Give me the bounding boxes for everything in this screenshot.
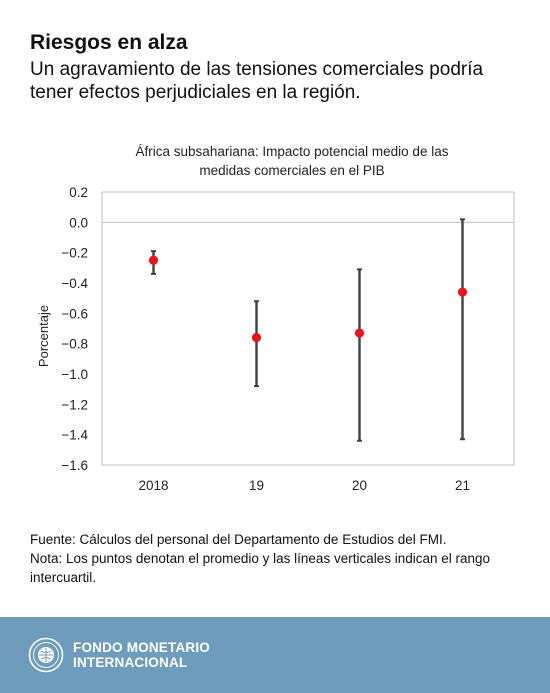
y-tick-label: 0.0 [69,215,88,230]
y-tick-label: 0.2 [69,185,88,200]
source-note: Fuente: Cálculos del personal del Depart… [30,532,447,547]
page-title: Riesgos en alza [30,31,188,54]
x-tick-label: 2018 [138,478,168,493]
mean-point [148,255,159,265]
imf-seal-icon [28,637,64,673]
y-tick-label: −0.4 [61,276,88,291]
x-tick-label: 21 [455,478,470,493]
y-tick-label: −0.6 [61,306,88,321]
y-tick-label: −1.2 [61,397,88,412]
x-tick-label: 19 [249,478,264,493]
y-tick-label: −0.8 [61,337,88,352]
y-tick-label: −1.0 [61,367,88,382]
page-subtitle: Un agravamiento de las tensiones comerci… [30,59,484,103]
y-tick-label: −0.2 [61,246,88,261]
explanatory-note: Nota: Los puntos denotan el promedio y l… [30,551,491,585]
plot-area: 0.2 0.0 −0.2 −0.4 −0.6 −0.8 −1.0 −1.2 −1.4 −1.6 20… [61,185,515,493]
mean-point [354,328,365,338]
y-axis-label: Porcentaje [36,305,51,367]
plot-frame [101,191,515,466]
org-name: FONDO MONETARIO INTERNACIONAL [73,640,210,670]
headline: Riesgos en alza Un agravamiento de las t… [30,30,530,104]
mean-point [251,333,262,343]
chart: África subsahariana: Impacto potencial m… [36,144,515,493]
x-tick-label: 20 [352,478,367,493]
y-tick-label: −1.4 [61,428,88,443]
chart-title-line1: África subsahariana: Impacto potencial m… [136,144,449,159]
y-tick-label: −1.6 [61,458,88,473]
mean-point [457,287,468,297]
footer: FONDO MONETARIO INTERNACIONAL [0,617,550,693]
notes: Fuente: Cálculos del personal del Depart… [30,530,530,587]
chart-title-line2: medidas comerciales en el PIB [199,163,384,178]
org-name-line1: FONDO MONETARIO [73,640,210,655]
org-name-line2: INTERNACIONAL [73,655,188,670]
